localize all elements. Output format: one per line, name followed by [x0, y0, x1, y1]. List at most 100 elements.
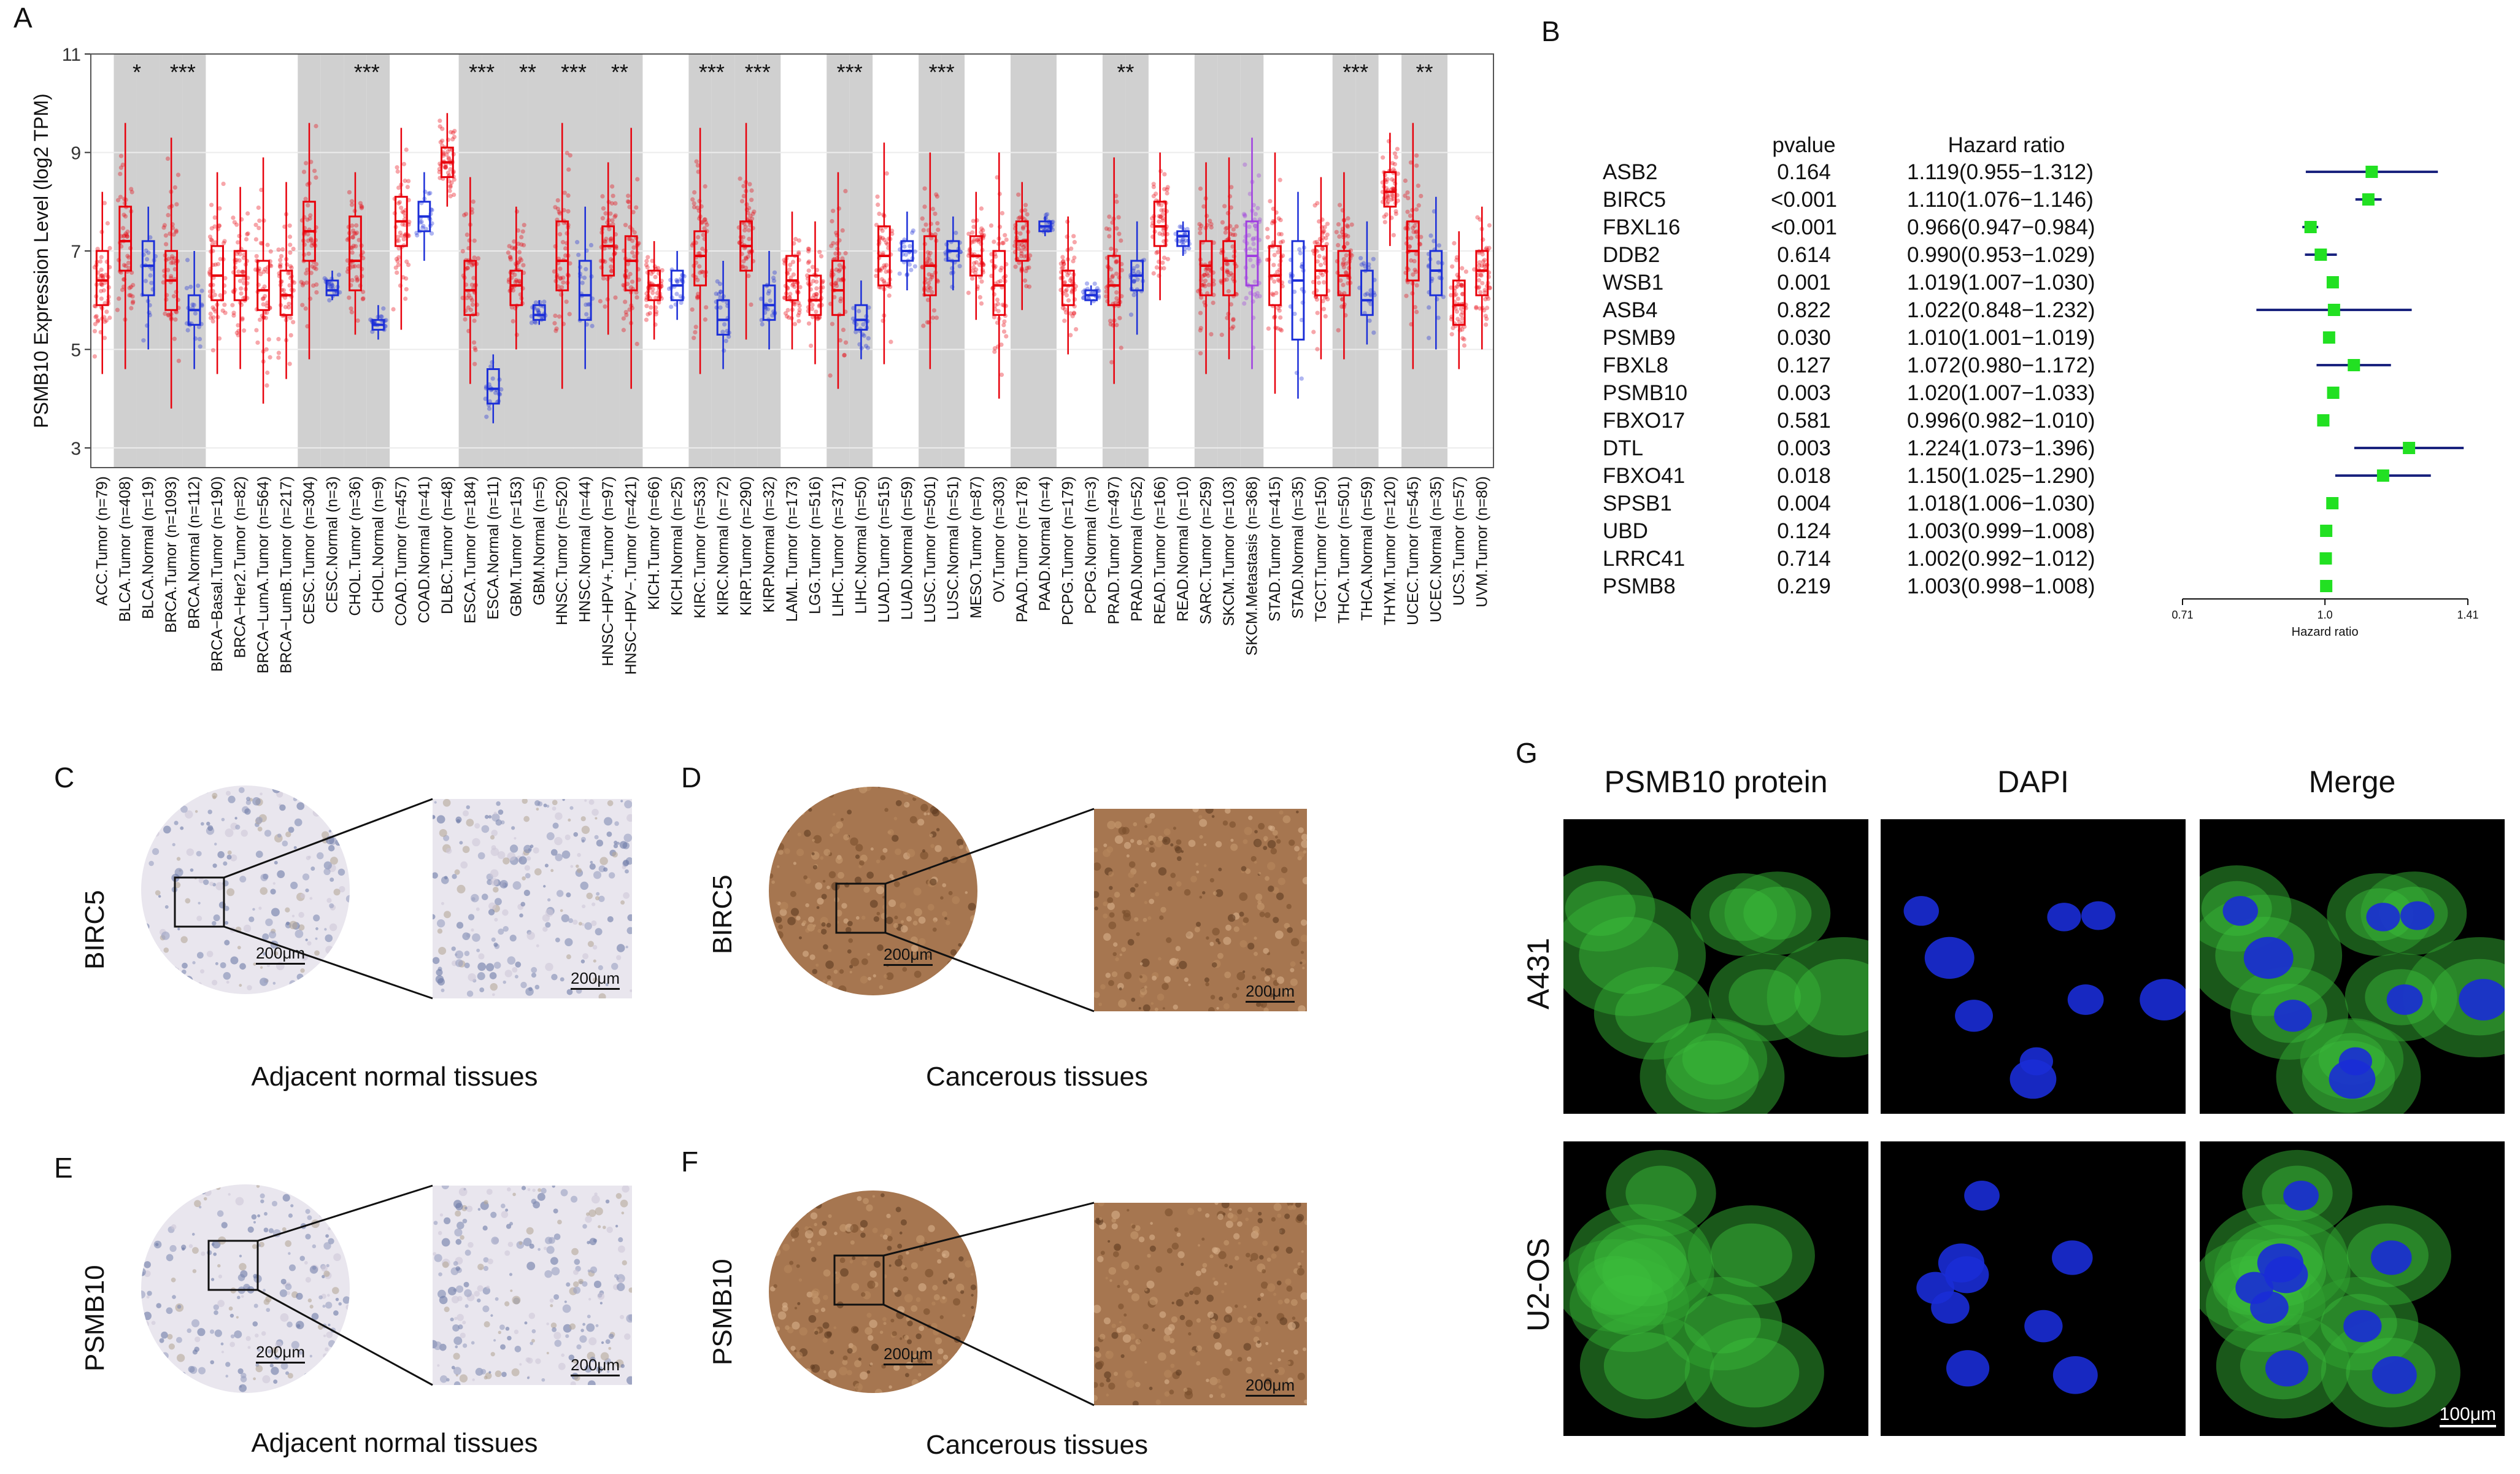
data-point — [787, 295, 792, 300]
tissue-cell — [257, 1214, 261, 1217]
data-point — [1476, 285, 1481, 291]
tissue-cell — [954, 1336, 961, 1343]
tissue-cell — [214, 843, 217, 846]
tissue-cell — [161, 1352, 169, 1360]
data-point — [1251, 236, 1256, 241]
data-point — [1206, 273, 1211, 278]
data-point — [806, 247, 812, 252]
tissue-cell — [813, 924, 816, 927]
data-point — [306, 232, 310, 237]
tissue-cell — [526, 1376, 530, 1379]
tissue-cell — [462, 1343, 468, 1348]
data-point — [1114, 296, 1119, 301]
tissue-cell — [524, 865, 531, 871]
data-point — [879, 277, 884, 282]
tissue-cell — [229, 927, 236, 933]
x-tick-label: THCA.Normal (n=59) — [1358, 476, 1376, 620]
data-point — [1390, 177, 1395, 182]
tissue-cell — [1239, 940, 1247, 947]
data-point — [1278, 315, 1283, 320]
tissue-cell — [504, 1250, 511, 1256]
tissue-cell — [820, 856, 824, 860]
data-point — [310, 241, 315, 245]
tissue-cell — [152, 979, 159, 987]
data-point — [861, 322, 866, 327]
y-tick-label: 3 — [71, 439, 81, 459]
tissue-cell — [198, 901, 201, 905]
tissue-cell — [1131, 997, 1136, 1002]
data-point — [843, 188, 848, 193]
data-point — [98, 259, 103, 264]
data-point — [1023, 243, 1028, 248]
data-point — [107, 245, 112, 250]
tissue-cell — [247, 1346, 251, 1349]
tissue-cell — [1268, 825, 1273, 830]
tissue-cell — [209, 1329, 215, 1334]
box-36 — [920, 152, 941, 369]
tissue-cell — [213, 1304, 220, 1310]
x-tick-label: BRCA.Normal (n=112) — [186, 476, 203, 629]
tissue-cell — [163, 1381, 170, 1388]
tissue-cell — [823, 849, 831, 856]
data-point — [554, 326, 559, 331]
tissue-cell — [271, 940, 274, 944]
data-point — [567, 312, 572, 317]
data-point — [1185, 226, 1190, 231]
tissue-cell — [876, 911, 880, 916]
data-point — [791, 282, 796, 287]
data-point — [806, 268, 811, 273]
tissue-cell — [253, 1273, 258, 1279]
data-point — [1487, 245, 1492, 250]
data-point — [628, 271, 633, 277]
tissue-cell — [922, 849, 926, 853]
data-point — [1322, 280, 1327, 285]
tissue-cell — [840, 1268, 849, 1277]
box-1 — [115, 123, 136, 369]
tissue-cell — [1253, 838, 1262, 847]
data-point — [814, 291, 819, 297]
box-34 — [874, 142, 895, 365]
tissue-cell — [346, 812, 350, 815]
tissue-cell — [1176, 839, 1182, 845]
tissue-cell — [615, 1193, 622, 1199]
tissue-cell — [771, 880, 775, 884]
tissue-cell — [783, 1376, 789, 1383]
data-point — [1019, 253, 1024, 259]
box-4 — [184, 250, 204, 369]
data-point — [1384, 212, 1389, 217]
tissue-cell — [576, 1364, 580, 1368]
tissue-cell — [187, 1328, 192, 1333]
data-point — [1060, 306, 1065, 311]
data-point — [260, 296, 265, 301]
tissue-cell — [323, 868, 331, 876]
tissue-cell — [970, 1249, 975, 1254]
data-point — [473, 347, 478, 352]
data-point — [1385, 194, 1390, 199]
data-point — [166, 268, 171, 272]
data-point — [287, 301, 291, 306]
tissue-cell — [873, 916, 880, 922]
tissue-cell — [769, 1213, 773, 1220]
tissue-core-image — [141, 1184, 350, 1393]
data-point — [1162, 187, 1167, 191]
tissue-cell — [331, 982, 339, 990]
tissue-cell — [776, 843, 785, 851]
tissue-cell — [176, 1380, 180, 1384]
y-tick-label: 5 — [71, 340, 81, 360]
data-point — [349, 306, 353, 311]
data-point — [1114, 226, 1119, 231]
box-iqr — [463, 260, 477, 316]
box-21 — [575, 206, 595, 369]
tissue-cell — [1271, 974, 1276, 978]
data-point — [232, 220, 237, 225]
data-point — [396, 255, 401, 260]
data-point — [144, 248, 148, 253]
tissue-cell — [536, 808, 539, 811]
data-point — [1299, 317, 1304, 323]
data-point — [704, 305, 709, 310]
x-tick-label: READ.Normal (n=10) — [1174, 476, 1192, 622]
data-point — [172, 185, 177, 190]
data-point — [920, 216, 925, 221]
data-point — [1230, 326, 1235, 331]
tissue-cell — [463, 1281, 469, 1287]
